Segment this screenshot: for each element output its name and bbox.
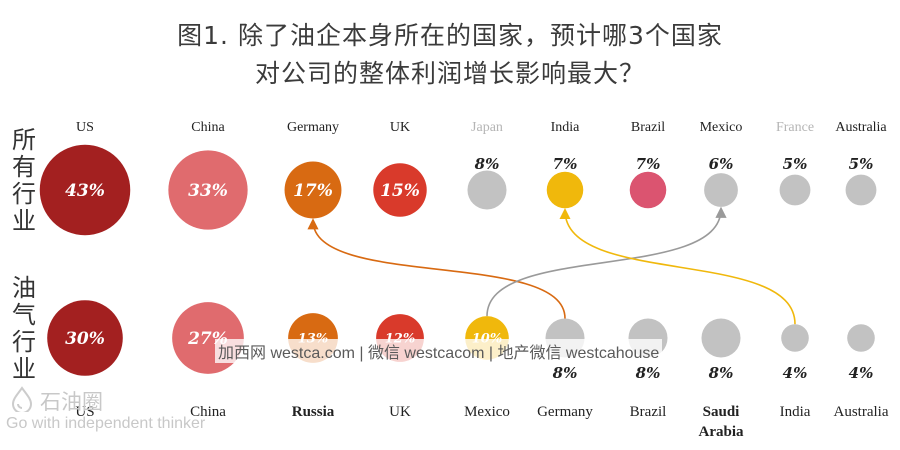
bubble-value-label: 30% xyxy=(65,329,105,349)
bubble xyxy=(546,171,584,209)
row-label-char: 业 xyxy=(12,355,36,383)
value-label: 8% xyxy=(709,364,734,382)
bubble xyxy=(701,318,741,358)
value-label: 4% xyxy=(849,364,874,382)
country-label: Brazil xyxy=(630,404,667,420)
logo-name: 石油圈 xyxy=(40,390,103,414)
country-label: Mexico xyxy=(700,120,743,135)
shift-arrow xyxy=(486,206,727,317)
row-label-char: 业 xyxy=(12,207,36,235)
country-label: US xyxy=(75,404,94,420)
bubble-value-label: 43% xyxy=(65,181,105,201)
value-label: 4% xyxy=(783,364,808,382)
value-label: 7% xyxy=(553,155,578,173)
value-label: 7% xyxy=(636,155,661,173)
country-label: China xyxy=(190,404,226,420)
bubble xyxy=(47,300,123,376)
shift-arrow xyxy=(307,218,566,319)
row-label-char: 行 xyxy=(12,328,36,356)
bubble xyxy=(168,150,248,230)
shift-arrow xyxy=(559,208,796,325)
value-label: 6% xyxy=(709,155,734,173)
country-label: Australia xyxy=(835,120,887,135)
value-label: 8% xyxy=(475,155,500,173)
country-label: Japan xyxy=(471,120,503,135)
bubble xyxy=(779,174,811,206)
country-label: France xyxy=(776,120,814,135)
bubble xyxy=(467,170,507,210)
country-label: Australia xyxy=(834,404,889,420)
country-label: Russia xyxy=(292,404,335,420)
country-label: Brazil xyxy=(631,120,665,135)
bubble xyxy=(845,174,877,206)
country-label: India xyxy=(780,404,811,420)
row-label-char: 油 xyxy=(12,274,36,302)
value-label: 5% xyxy=(849,155,874,173)
country-label: UK xyxy=(389,404,411,420)
row-label-char: 所 xyxy=(12,126,36,154)
country-label: Mexico xyxy=(464,404,510,420)
country-label: China xyxy=(191,120,225,135)
value-label: 8% xyxy=(553,364,578,382)
bubble xyxy=(629,171,667,209)
bubble xyxy=(781,324,809,352)
value-label: 8% xyxy=(636,364,661,382)
watermark: 加西网 westca.com | 微信 westcacom | 地产微信 wes… xyxy=(215,339,663,363)
country-label: Arabia xyxy=(699,424,745,440)
bubble xyxy=(847,324,875,352)
bubble-value-label: 33% xyxy=(188,181,228,201)
bubble-value-label: 17% xyxy=(293,181,333,201)
row-label-char: 气 xyxy=(12,301,36,329)
country-label: UK xyxy=(390,120,410,135)
chart-title-line-2: 对公司的整体利润增长影响最大？ xyxy=(254,59,645,88)
bubble xyxy=(284,161,342,219)
country-label: Saudi xyxy=(703,404,740,420)
logo-slogan: Go with independent thinker xyxy=(6,415,206,432)
bubble xyxy=(373,163,427,217)
bubble-value-label: 15% xyxy=(380,181,420,201)
country-label: Germany xyxy=(537,404,593,420)
row-label-char: 行 xyxy=(12,180,36,208)
country-label: India xyxy=(551,120,581,135)
bubble xyxy=(704,173,738,207)
bubble xyxy=(39,144,131,236)
chart-title-line-1: 图1. 除了油企本身所在的国家，预计哪3个国家 xyxy=(177,21,723,50)
country-label: US xyxy=(76,120,94,135)
logo-drop-icon xyxy=(11,386,33,412)
value-label: 5% xyxy=(783,155,808,173)
country-label: Germany xyxy=(287,120,339,135)
row-label-char: 有 xyxy=(12,153,36,181)
